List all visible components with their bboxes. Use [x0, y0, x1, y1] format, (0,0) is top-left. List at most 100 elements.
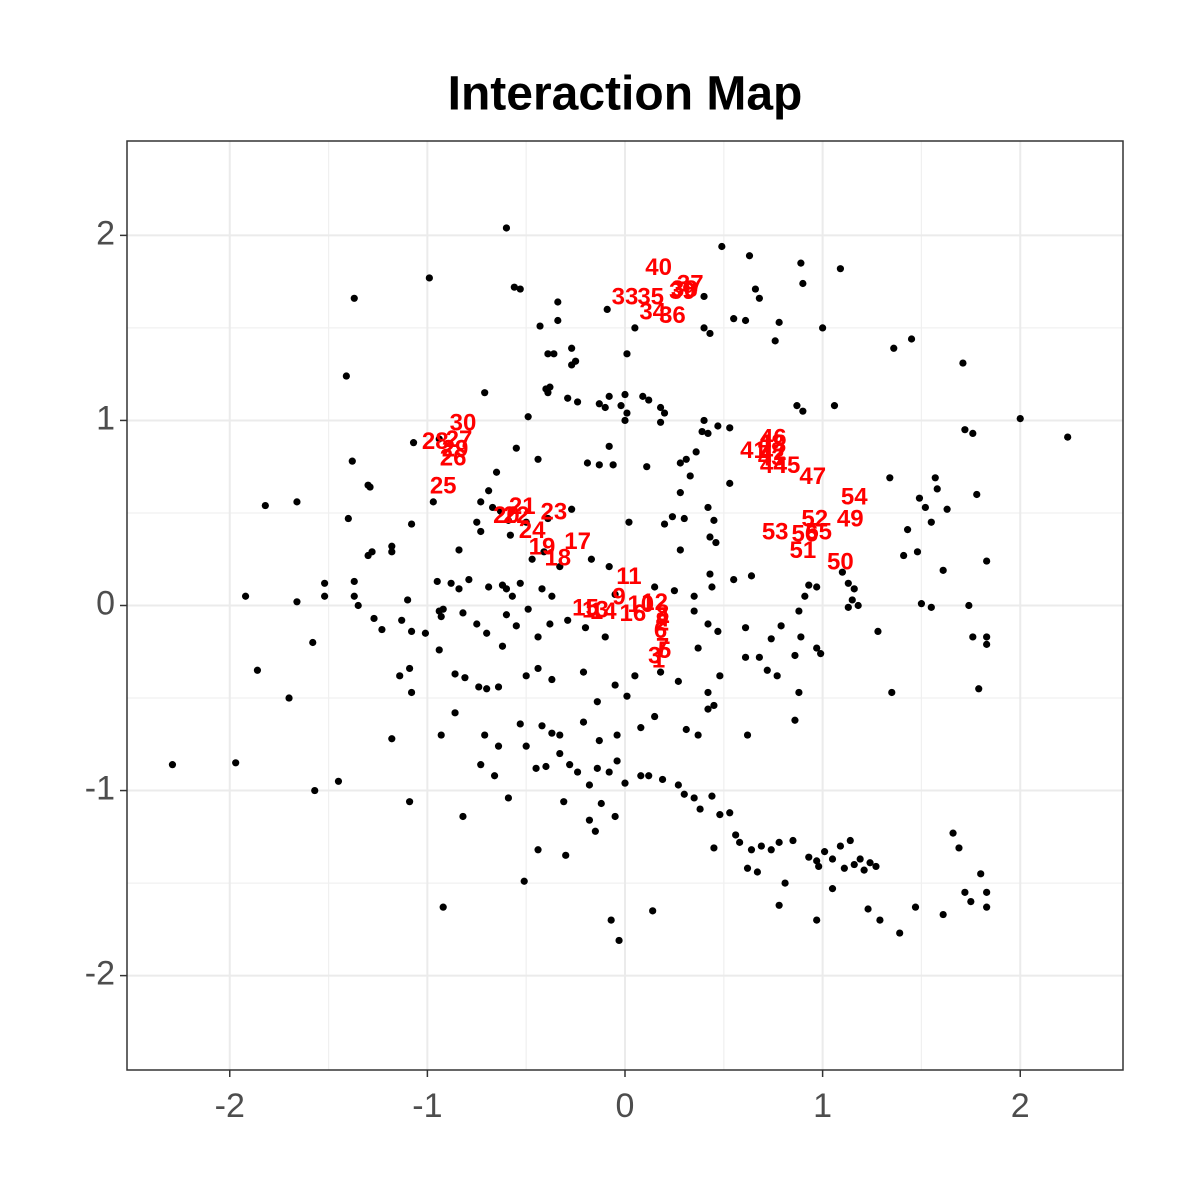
point [556, 563, 564, 571]
point [771, 337, 779, 345]
point [977, 870, 985, 878]
point [398, 616, 406, 624]
x-tick-label: -1 [412, 1087, 442, 1125]
point [285, 694, 293, 702]
point-label: 14 [590, 598, 617, 625]
point [485, 487, 493, 495]
point [498, 642, 507, 650]
point [631, 324, 639, 332]
point-label: 54 [841, 484, 868, 511]
point [621, 779, 629, 787]
point [354, 601, 362, 610]
point [605, 392, 613, 400]
point [560, 798, 568, 806]
point [512, 622, 520, 630]
point [437, 731, 445, 739]
point [309, 638, 317, 647]
point [425, 274, 433, 282]
point-label: 51 [790, 537, 817, 564]
point [789, 836, 797, 845]
point [597, 799, 605, 808]
point [645, 396, 653, 404]
point [716, 811, 724, 819]
point [658, 775, 667, 784]
point [611, 590, 619, 598]
point [828, 855, 837, 863]
point [773, 672, 781, 680]
point [548, 675, 556, 684]
point [581, 624, 590, 632]
point [348, 457, 356, 465]
point-label: 38 [671, 276, 698, 303]
point-label: 40 [645, 254, 672, 281]
point [743, 864, 752, 872]
point [378, 625, 386, 634]
point [975, 685, 983, 693]
point [736, 838, 744, 846]
point [844, 579, 852, 587]
point [409, 439, 418, 447]
point [293, 498, 301, 506]
point [680, 790, 688, 798]
point [939, 910, 947, 919]
point [617, 402, 625, 410]
point [573, 768, 582, 776]
point [631, 672, 639, 680]
point [475, 683, 483, 691]
point [813, 644, 821, 652]
point [876, 916, 884, 924]
point [649, 907, 657, 915]
point [490, 772, 499, 780]
point [528, 555, 536, 563]
point [913, 548, 922, 556]
point-label: 13 [582, 596, 609, 623]
point-label: 36 [659, 302, 686, 329]
point [753, 868, 762, 876]
point-label: 43 [758, 445, 785, 472]
point [805, 581, 813, 589]
point [656, 418, 665, 426]
point [595, 400, 603, 408]
point [710, 701, 718, 710]
point [745, 252, 754, 260]
point [538, 722, 546, 730]
point [520, 877, 528, 885]
point [911, 903, 920, 911]
point [435, 646, 443, 654]
point [726, 424, 734, 432]
point [473, 518, 481, 526]
point [660, 520, 669, 528]
point-label: 53 [762, 519, 789, 546]
point [508, 592, 516, 600]
point [817, 650, 825, 658]
point-label: 39 [669, 278, 696, 305]
point [585, 781, 594, 789]
chart-title: Interaction Map [448, 68, 803, 121]
point [848, 596, 856, 604]
point-label: 50 [827, 548, 854, 575]
point [321, 592, 329, 600]
point [907, 335, 916, 343]
point [522, 742, 530, 750]
point [1016, 414, 1024, 423]
y-tick-label: 1 [96, 399, 115, 437]
point [477, 527, 485, 536]
point [813, 916, 821, 924]
point [747, 846, 756, 854]
point [682, 725, 690, 734]
point-label: 26 [440, 445, 467, 472]
point [477, 761, 485, 769]
point [496, 507, 505, 515]
x-tick-label: 2 [1011, 1087, 1030, 1125]
point [751, 285, 760, 293]
point-label: 52 [801, 506, 828, 533]
point [708, 583, 716, 591]
y-tick-label: -2 [85, 955, 115, 993]
point [651, 712, 659, 721]
point-label: 29 [442, 435, 469, 462]
point [459, 812, 467, 821]
point [860, 866, 868, 874]
point [917, 600, 926, 608]
point-label: 42 [760, 439, 787, 466]
panel-border [126, 140, 1124, 1071]
